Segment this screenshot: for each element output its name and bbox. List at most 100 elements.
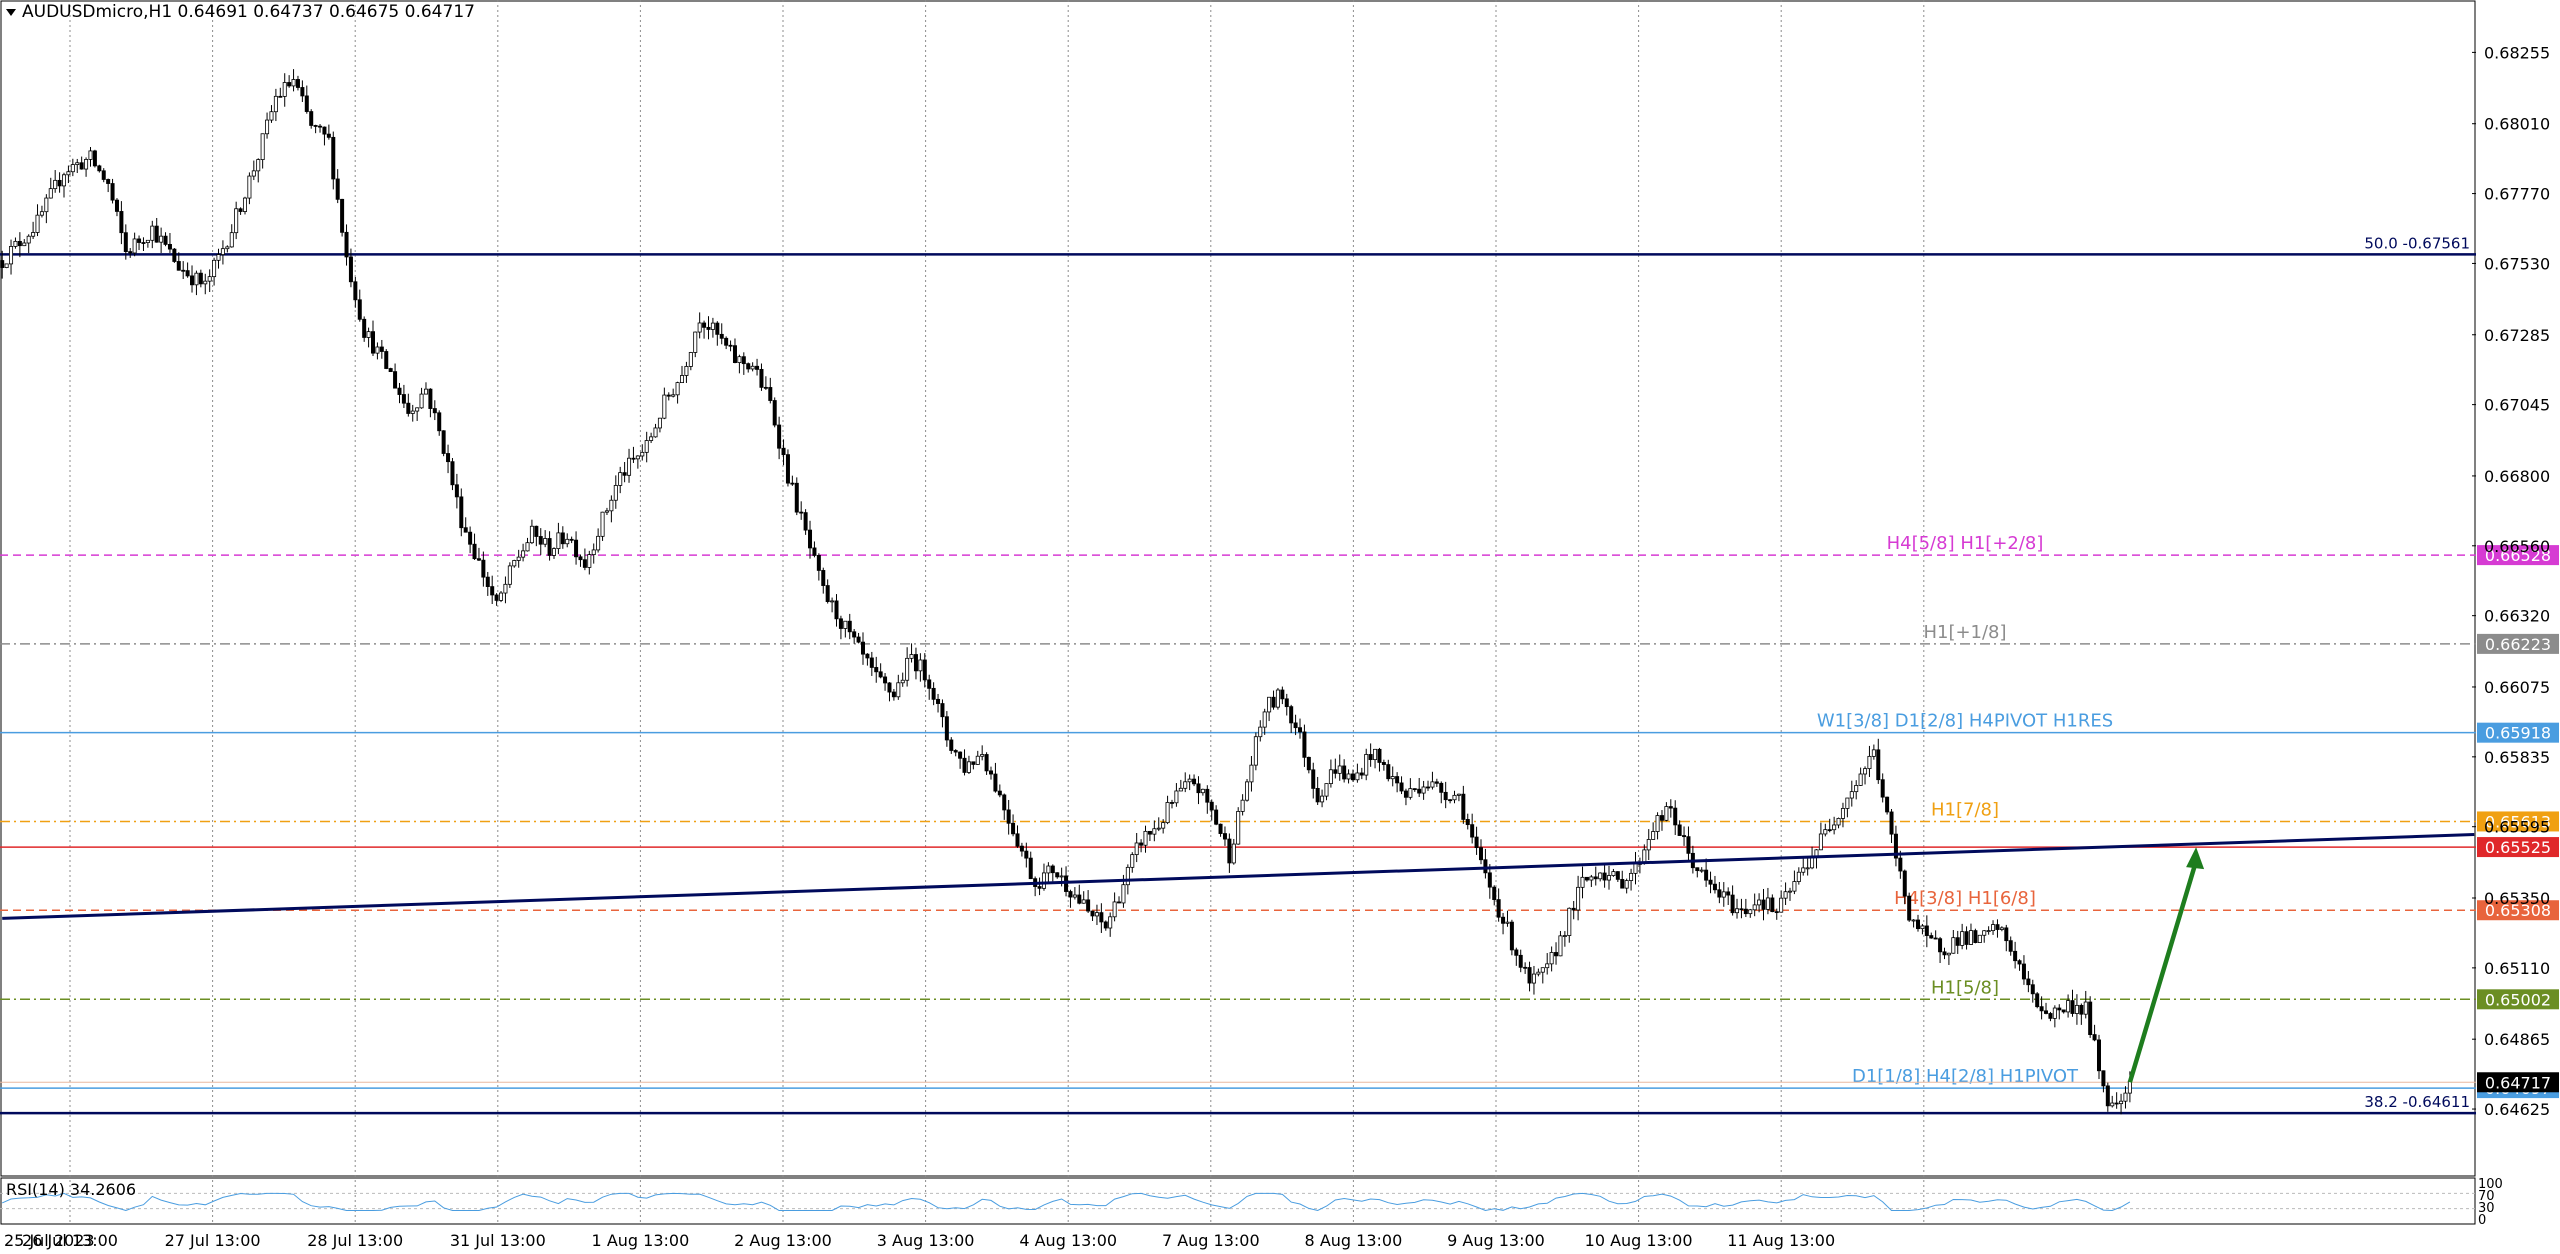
axis-price-tag: [2477, 900, 2559, 921]
price-level-label: H1[+1/8]: [1923, 622, 2006, 643]
candle-body: [834, 600, 839, 620]
candle-body: [1986, 930, 1991, 933]
candle-body: [1602, 872, 1607, 881]
candle-body: [856, 636, 861, 643]
candle-body: [1200, 788, 1205, 794]
candle-body: [1478, 847, 1483, 861]
candle-body: [746, 363, 751, 370]
candle-body: [777, 424, 782, 449]
candle-body: [450, 461, 455, 486]
candle-body: [410, 410, 415, 414]
candle-body: [609, 499, 614, 512]
rsi-scale-label: 100: [2478, 1177, 2503, 1192]
candle-body: [2083, 1001, 2088, 1015]
candle-body: [1448, 799, 1453, 802]
candle-body: [1960, 931, 1965, 946]
candle-body: [159, 235, 164, 243]
candle-body: [1240, 799, 1245, 812]
candle-body: [2070, 1000, 2075, 1014]
candle-body: [2101, 1070, 2106, 1087]
candle-body: [1284, 698, 1289, 708]
candle-body: [521, 550, 526, 558]
candle-body: [1342, 765, 1347, 780]
candle-body: [1174, 790, 1179, 804]
candle-body: [1726, 891, 1731, 896]
candle-body: [1156, 827, 1161, 830]
candle-body: [481, 559, 486, 578]
candle-body: [1077, 894, 1082, 904]
candle-body: [1430, 781, 1435, 788]
candle-body: [860, 641, 865, 655]
candle-body: [1377, 748, 1382, 763]
price-tick-label: 0.67770: [2484, 185, 2550, 204]
candle-body: [401, 394, 406, 404]
candle-body: [1593, 876, 1598, 880]
candle-body: [2092, 1034, 2097, 1041]
candle-body: [2048, 1013, 2053, 1019]
candle-body: [741, 356, 746, 365]
candle-body: [190, 275, 195, 286]
candle-body: [781, 447, 786, 456]
candle-body: [137, 238, 142, 243]
candle-body: [1112, 901, 1117, 918]
axis-price-tag: [2477, 811, 2559, 832]
dropdown-triangle-icon[interactable]: [6, 8, 16, 16]
candle-body: [2061, 1009, 2066, 1013]
candle-body: [393, 371, 398, 389]
candle-body: [476, 558, 481, 561]
candle-body: [1677, 824, 1682, 836]
candle-body: [1130, 854, 1135, 868]
candle-body: [348, 256, 353, 283]
candle-body: [1545, 963, 1550, 969]
time-tick-label: 11 Aug 13:00: [1727, 1231, 1835, 1250]
candle-body: [207, 276, 212, 282]
candle-body: [1275, 689, 1280, 708]
candle-body: [490, 586, 495, 596]
candle-body: [666, 394, 671, 397]
candle-body: [922, 659, 927, 681]
candle-body: [1037, 886, 1042, 889]
candle-body: [2079, 1004, 2084, 1015]
candle-body: [256, 159, 261, 172]
candle-body: [693, 331, 698, 353]
candle-body: [1938, 938, 1943, 953]
candle-body: [975, 755, 980, 765]
candle-body: [1858, 773, 1863, 786]
candle-body: [2119, 1100, 2124, 1105]
candle-body: [1094, 912, 1099, 917]
candle-body: [1333, 769, 1338, 774]
candle-body: [150, 225, 155, 241]
candle-body: [1417, 788, 1422, 794]
candle-body: [1863, 768, 1868, 775]
candle-body: [816, 555, 821, 571]
candle-body: [1951, 937, 1956, 954]
candle-body: [944, 716, 949, 741]
candle-body: [772, 400, 777, 426]
candle-body: [1509, 921, 1514, 951]
price-tick-label: 0.64625: [2484, 1100, 2550, 1119]
candle-body: [185, 270, 190, 277]
candle-body: [1209, 801, 1214, 811]
candle-body: [1143, 830, 1148, 846]
candle-body: [1659, 815, 1664, 821]
candle-body: [971, 761, 976, 765]
candle-body: [940, 703, 945, 718]
candle-body: [1443, 791, 1448, 801]
candle-body: [1103, 921, 1108, 929]
candle-body: [706, 326, 711, 330]
candle-body: [167, 244, 172, 250]
candle-body: [1682, 835, 1687, 838]
candle-body: [931, 687, 936, 700]
candle-body: [2026, 978, 2031, 986]
candle-body: [2114, 1102, 2119, 1105]
candle-body: [2017, 960, 2022, 965]
candle-body: [1783, 891, 1788, 899]
candle-body: [728, 344, 733, 347]
axes: 0.66528 0.66223 0.65918 0.65613 0.65525 0.653…: [4, 43, 2559, 1250]
candle-body: [79, 162, 84, 170]
candle-body: [1311, 769, 1316, 789]
candle-body: [1320, 795, 1325, 803]
candle-body: [1099, 912, 1104, 923]
candle-body: [1973, 930, 1978, 943]
